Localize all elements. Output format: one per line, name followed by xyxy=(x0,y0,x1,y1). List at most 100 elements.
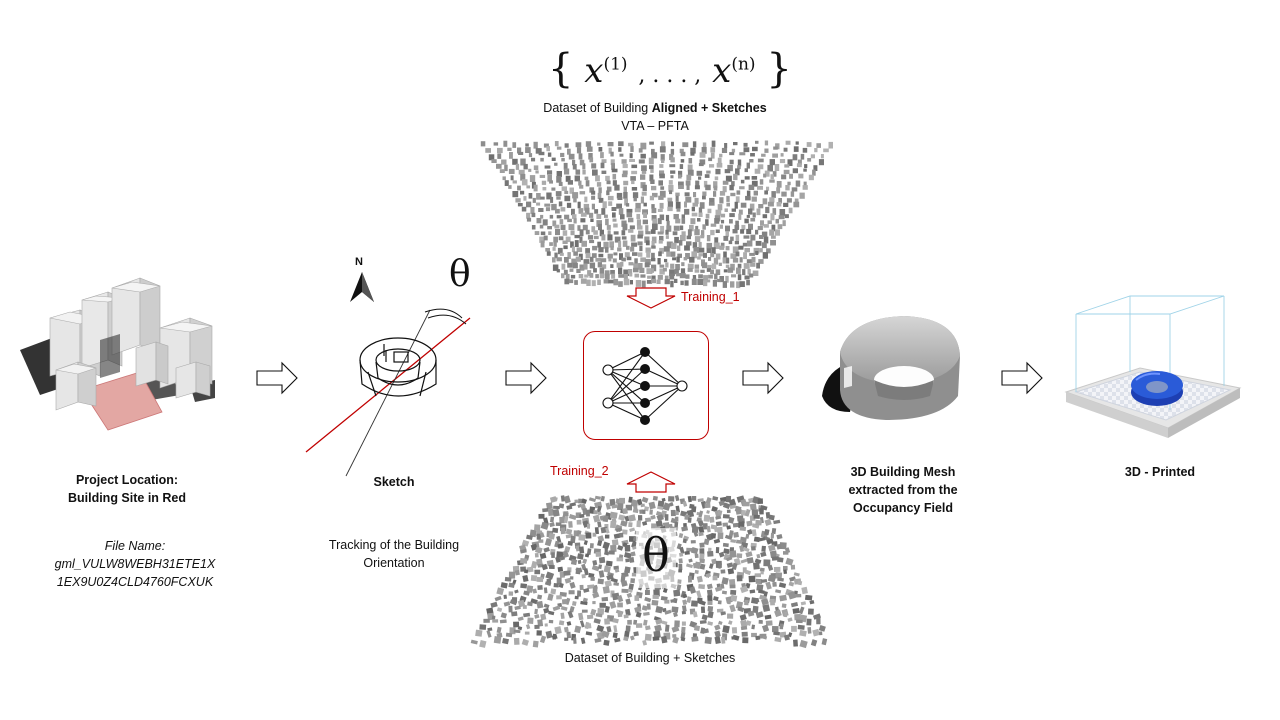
dataset-sample xyxy=(744,599,749,606)
dataset-sample xyxy=(556,535,562,543)
dataset-sample xyxy=(521,206,527,212)
dataset-sample xyxy=(761,153,766,157)
dataset-sample xyxy=(652,192,658,198)
dataset-sample xyxy=(812,613,821,620)
dataset-sample xyxy=(736,190,741,195)
dataset-sample xyxy=(523,196,527,201)
dataset-sample xyxy=(579,159,585,166)
dataset-sample xyxy=(536,558,543,566)
dataset-sample xyxy=(552,220,557,227)
dataset-sample xyxy=(791,625,797,632)
dataset-sample xyxy=(628,496,633,503)
dataset-sample xyxy=(592,532,597,537)
dataset-sample xyxy=(523,163,528,170)
dataset-sample xyxy=(533,141,538,149)
dataset-sample xyxy=(685,563,693,569)
dataset-sample xyxy=(714,586,723,592)
dataset-sample xyxy=(579,513,585,519)
dataset-sample xyxy=(667,206,673,212)
dataset-sample xyxy=(686,184,690,190)
dataset-sample xyxy=(677,579,682,584)
dataset-sample xyxy=(714,218,720,224)
dataset-sample xyxy=(711,140,716,147)
dataset-sample xyxy=(757,498,764,504)
dataset-sample xyxy=(711,263,717,270)
dataset-sample xyxy=(651,240,655,247)
dataset-sample xyxy=(592,587,598,594)
dataset-sample xyxy=(601,170,607,174)
dataset-sample xyxy=(760,570,764,575)
dataset-sample xyxy=(576,519,582,525)
dataset-sample xyxy=(577,201,581,209)
dataset-sample xyxy=(598,564,603,570)
dataset-sample xyxy=(787,159,793,166)
dataset-sample xyxy=(752,562,760,570)
dataset-sample xyxy=(535,170,539,174)
dataset-sample xyxy=(503,594,508,600)
dataset-sample xyxy=(732,522,740,528)
dataset-sample xyxy=(787,181,791,186)
dataset-sample xyxy=(719,224,723,229)
dataset-sample xyxy=(654,624,662,632)
dataset-sample xyxy=(722,180,729,185)
dataset-sample xyxy=(765,581,772,590)
dataset-sample xyxy=(630,176,636,181)
dataset-sample xyxy=(611,504,618,509)
dataset-sample xyxy=(713,181,718,189)
dataset-sample xyxy=(500,582,508,589)
dataset-sample xyxy=(737,159,742,167)
dataset-sample xyxy=(816,143,821,148)
dataset-sample xyxy=(549,516,555,523)
dataset-sample xyxy=(737,263,742,269)
dataset-sample xyxy=(771,224,776,232)
dataset-sample xyxy=(755,635,761,641)
dataset-sample xyxy=(592,592,600,599)
dataset-sample xyxy=(793,146,799,152)
dataset-sample xyxy=(613,252,618,256)
dataset-sample xyxy=(575,545,581,552)
dataset-sample xyxy=(769,159,775,166)
dataset-sample xyxy=(585,532,592,539)
dataset-sample xyxy=(678,558,683,564)
dataset-sample xyxy=(633,263,640,269)
dataset-sample xyxy=(525,147,531,153)
dataset-sample xyxy=(779,209,786,216)
dataset-sample xyxy=(586,279,591,286)
dataset-sample xyxy=(672,257,677,261)
dataset-sample xyxy=(534,231,540,235)
dataset-sample xyxy=(755,578,763,585)
flow-arrow-4 xyxy=(1001,361,1043,395)
dataset-sample xyxy=(677,253,682,258)
dataset-sample xyxy=(563,269,568,275)
dataset-sample xyxy=(773,566,781,573)
dataset-sample xyxy=(614,236,621,243)
dataset-sample xyxy=(530,575,538,582)
dataset-sample xyxy=(556,146,562,150)
dataset-sample xyxy=(767,164,773,172)
dataset-sample xyxy=(737,165,741,170)
dataset-sample xyxy=(649,195,654,201)
sketch-drawing xyxy=(305,308,471,477)
dataset-sample xyxy=(618,281,623,287)
dataset-sample xyxy=(726,556,733,562)
dataset-sample xyxy=(512,158,518,165)
dataset-sample xyxy=(539,224,544,229)
dataset-sample xyxy=(753,536,760,543)
dataset-sample xyxy=(723,235,729,241)
dataset-sample xyxy=(793,201,800,208)
dataset-sample xyxy=(715,269,721,275)
dataset-sample xyxy=(701,230,705,237)
dataset-sample xyxy=(645,589,650,595)
dataset-sample xyxy=(641,605,648,611)
dataset-sample xyxy=(597,262,602,268)
dataset-sample xyxy=(632,192,639,199)
dataset-sample xyxy=(567,252,571,259)
dataset-sample xyxy=(666,241,673,249)
dataset-sample xyxy=(621,588,629,593)
dataset-sample xyxy=(534,569,541,575)
dataset-sample xyxy=(592,169,598,176)
dataset-sample xyxy=(671,606,679,613)
dataset-sample xyxy=(627,619,632,625)
dataset-sample xyxy=(618,514,626,521)
dataset-sample xyxy=(570,241,574,248)
